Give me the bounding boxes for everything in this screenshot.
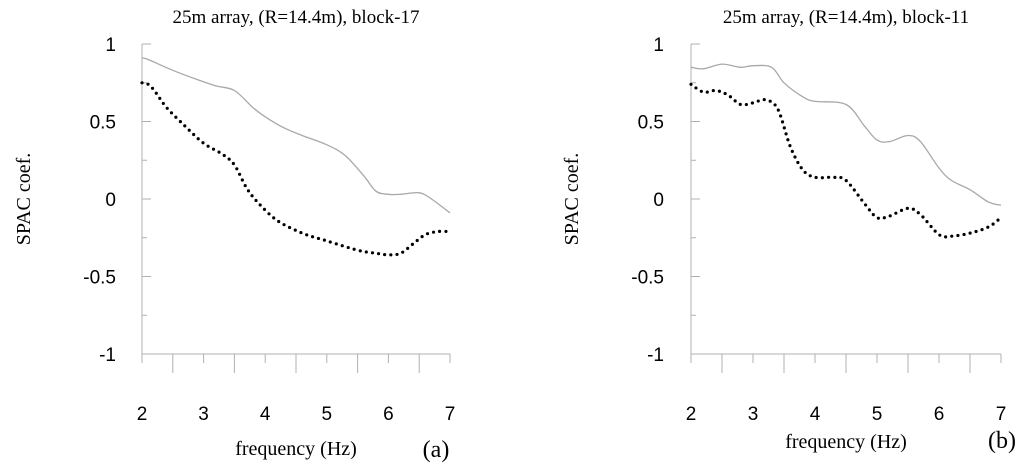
y-tick-label: 0 [653,190,664,211]
y-axis-label: SPAC coef. [561,153,583,246]
y-axis-label: SPAC coef. [13,153,35,246]
x-tick-label: 7 [445,404,456,425]
chart-panel-a: 1 0.5 0 -0.5 -1 2 3 4 5 6 7 25m array, (R=14.4m), b… [13,7,455,463]
x-tick-label: 3 [198,404,209,425]
x-tick-label: 2 [137,404,148,425]
y-tick-label: -1 [647,345,664,366]
chart-panel-b: 1 0.5 0 -0.5 -1 2 3 4 5 6 7 25m array, (R=14.4m), b… [561,7,1016,454]
x-tick-label: 4 [810,404,821,425]
y-tick-label: 0 [105,190,116,211]
y-tick-label: -0.5 [631,268,664,289]
chart-title: 25m array, (R=14.4m), block-11 [723,7,969,28]
y-tick-label: 1 [105,35,116,56]
x-tick-label: 3 [748,404,759,425]
series-solid-line [690,63,1002,206]
x-tick-label: 6 [383,404,394,425]
panel-label: (b) [988,428,1016,454]
series-dotted-line [140,81,452,257]
panel-label: (a) [423,437,450,463]
series-solid-line [141,57,451,214]
x-tick-label: 6 [934,404,945,425]
x-tick-label: 5 [322,404,333,425]
y-tick-label: -1 [99,345,116,366]
y-tick-label: 0.5 [90,113,116,134]
x-axis-label: frequency (Hz) [785,431,907,453]
chart-title: 25m array, (R=14.4m), block-17 [173,7,420,28]
x-tick-label: 2 [686,404,697,425]
y-tick-label: 0.5 [638,113,664,134]
y-tick-label: -0.5 [83,268,116,289]
x-tick-label: 7 [996,404,1007,425]
x-tick-label: 4 [260,404,271,425]
x-axis-label: frequency (Hz) [235,438,357,460]
y-tick-label: 1 [653,35,664,56]
series-dotted-line [689,82,1003,239]
x-tick-label: 5 [872,404,883,425]
